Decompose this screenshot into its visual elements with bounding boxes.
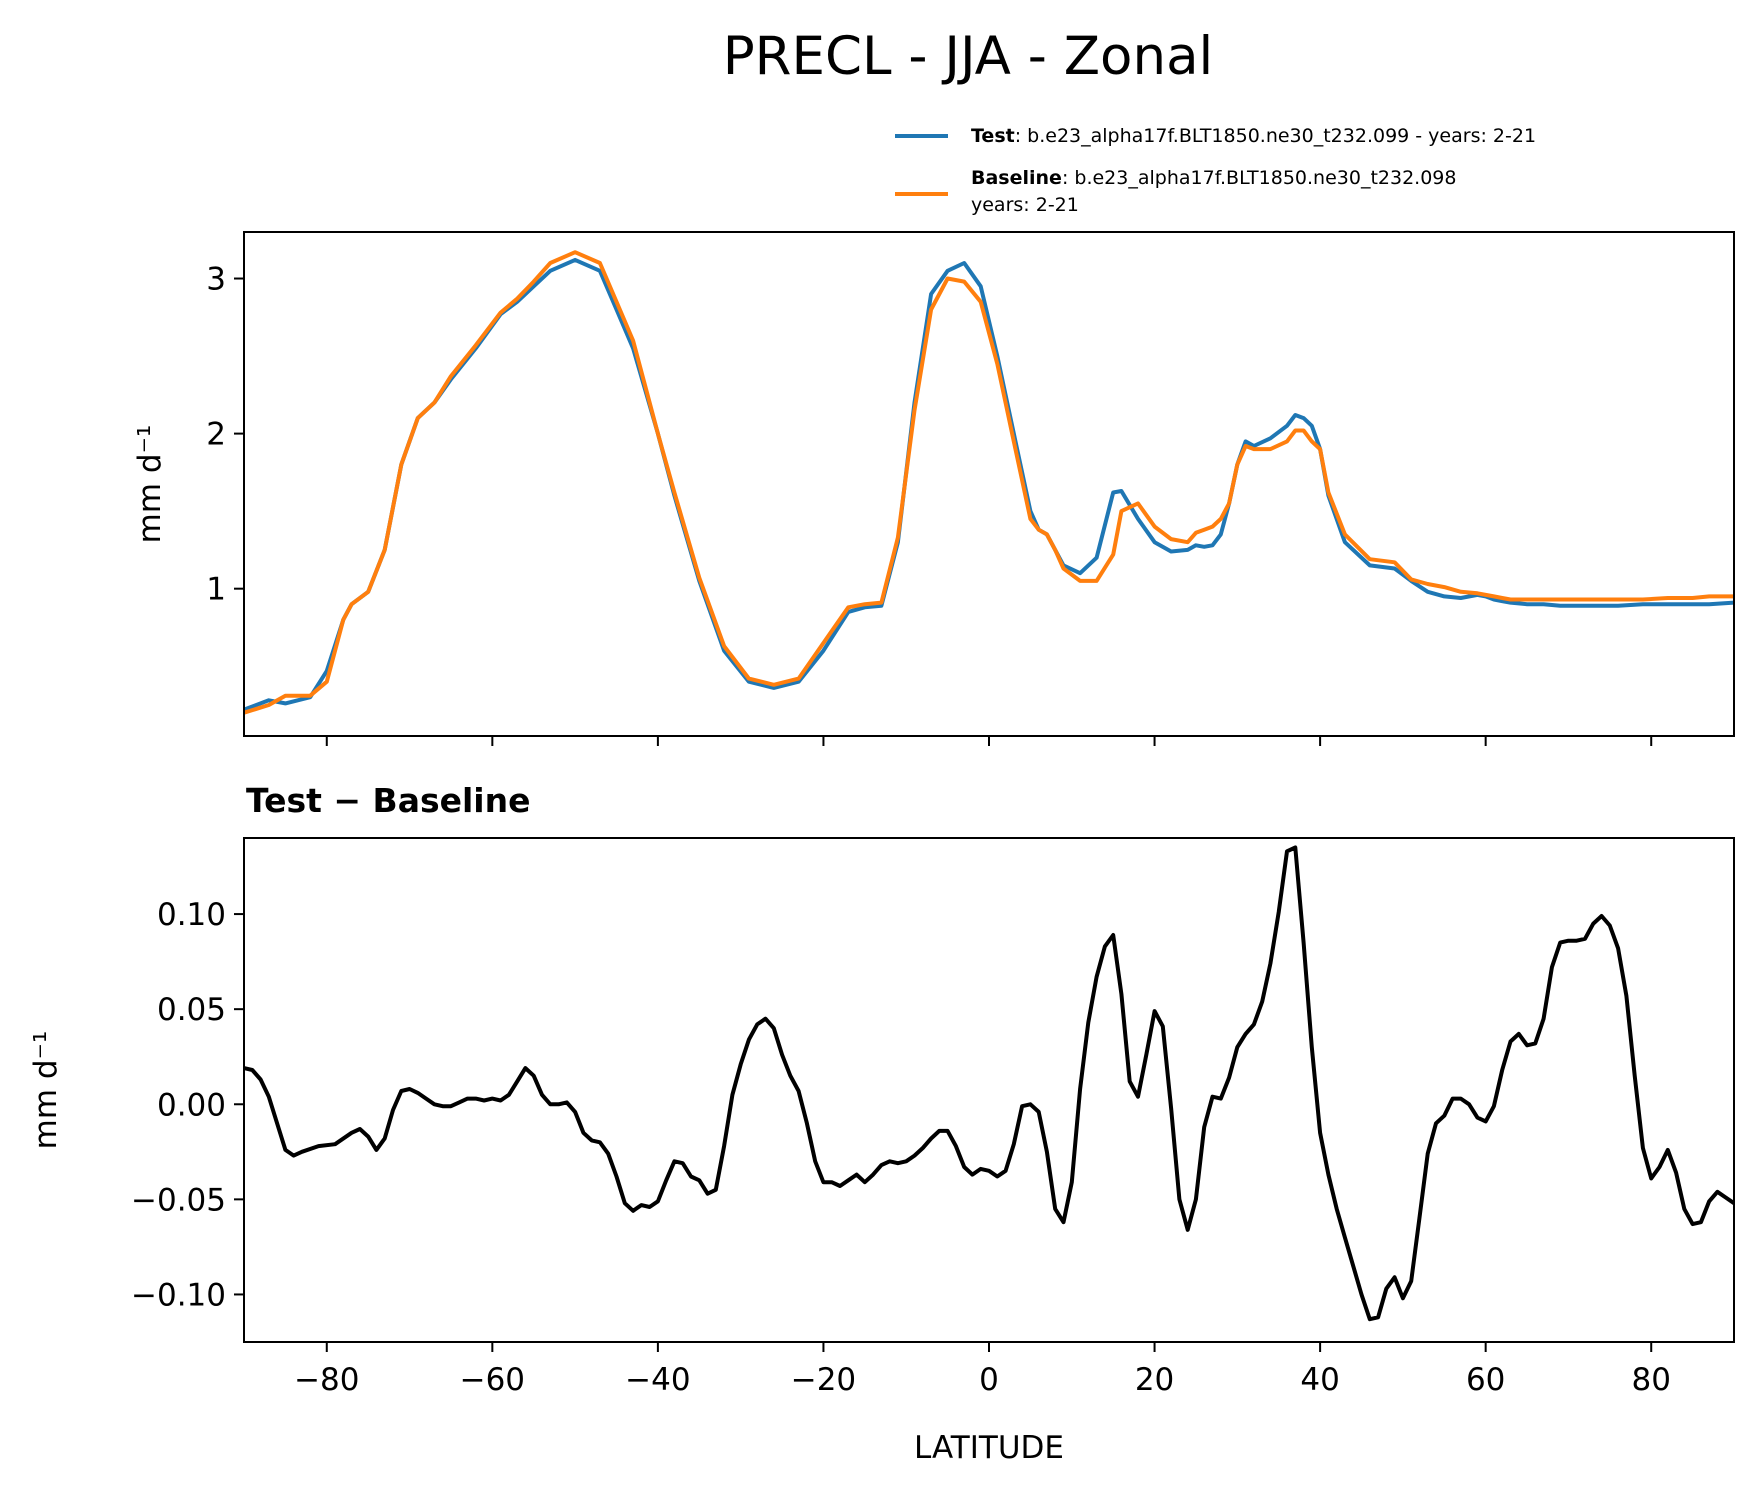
legend-baseline-bold: Baseline [971,167,1062,189]
top-ytick-label: 3 [206,262,226,298]
bottom-ytick-label: 0.10 [157,897,226,933]
bottom-xtick-label: −80 [294,1362,359,1398]
bottom-ytick-label: 0.00 [157,1087,226,1123]
bottom-axes-frame [243,837,1735,1343]
legend-entry-baseline: Baseline: b.e23_alpha17f.BLT1850.ne30_t2… [971,167,1456,189]
top-ylabel: mm d⁻¹ [132,425,168,544]
bottom-xlabel: LATITUDE [914,1430,1064,1466]
legend-baseline-line2: years: 2-21 [971,194,1079,216]
top-series-test [243,257,1735,712]
bottom-subtitle: Test − Baseline [246,781,531,820]
top-series-baseline [243,250,1734,715]
bottom-xtick-label: 60 [1466,1362,1505,1398]
top-series [243,250,1735,715]
top-axes: 1 2 3 [206,262,1653,746]
bottom-ytick-label: 0.05 [157,992,226,1028]
bottom-xtick-label: −20 [791,1362,856,1398]
bottom-ytick-label: −0.10 [131,1277,226,1313]
legend-entry-test: Test: b.e23_alpha17f.BLT1850.ne30_t232.0… [971,125,1536,147]
bottom-ylabel: mm d⁻¹ [28,1031,64,1150]
bottom-xtick-label: 80 [1631,1362,1670,1398]
bottom-xtick-label: 20 [1135,1362,1174,1398]
legend-test-bold: Test [971,125,1015,147]
legend: Test: b.e23_alpha17f.BLT1850.ne30_t232.0… [895,125,1536,216]
bottom-series [243,845,1736,1322]
bottom-xtick-label: 40 [1300,1362,1339,1398]
legend-test-rest: : b.e23_alpha17f.BLT1850.ne30_t232.099 -… [1015,125,1536,147]
top-axes-frame [243,231,1735,737]
top-ytick-label: 1 [206,572,226,608]
bottom-xtick-label: 0 [979,1362,999,1398]
bottom-axes: −80 −60 −40 −20 0 20 40 60 80 −0.10 −0.05 0.00 0.05 0… [131,897,1671,1398]
bottom-xtick-label: −40 [625,1362,690,1398]
bottom-xtick-label: −60 [460,1362,525,1398]
legend-baseline-rest: : b.e23_alpha17f.BLT1850.ne30_t232.098 [1062,167,1457,189]
bottom-series-test-baseline [243,845,1736,1322]
figure-title: PRECL - JJA - Zonal [723,26,1214,87]
bottom-ytick-label: −0.05 [131,1182,226,1218]
top-ytick-label: 2 [206,417,226,453]
